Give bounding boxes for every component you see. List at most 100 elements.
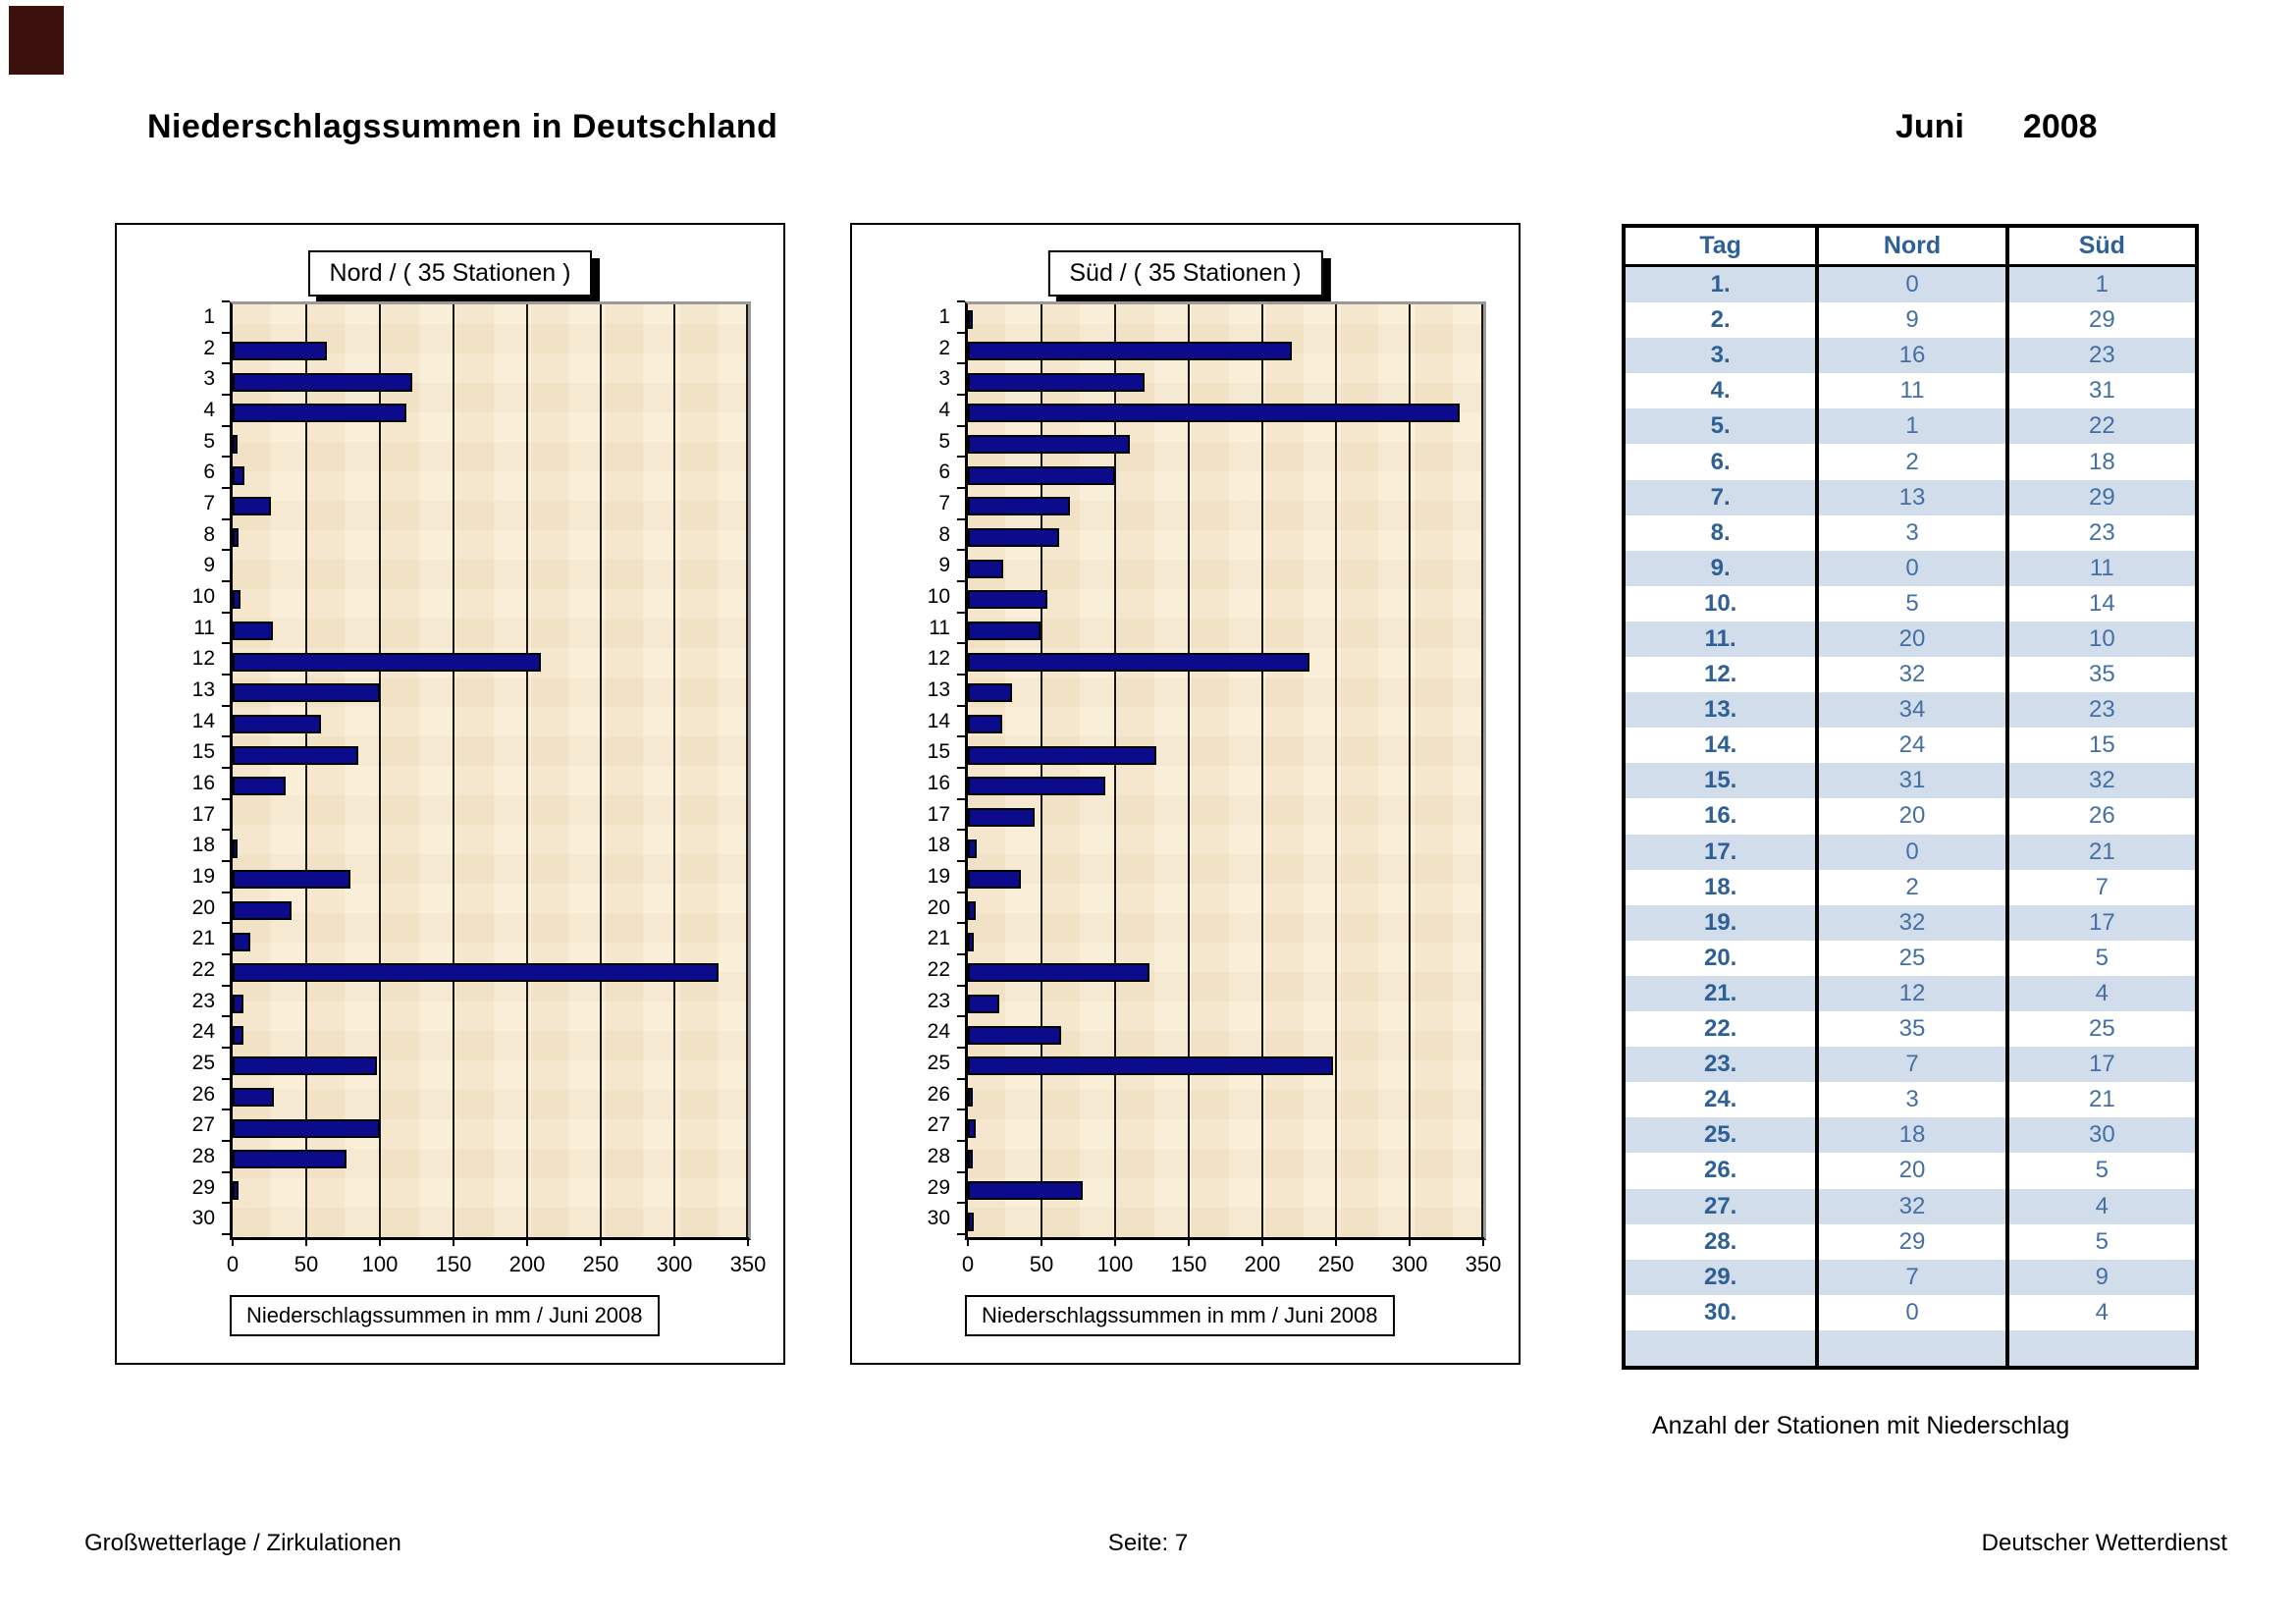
day-label: 4 [203,399,215,421]
x-axis-tick-label: 50 [294,1252,319,1276]
day-label: 19 [191,865,215,888]
table-nord-cell: 32 [1815,657,2004,693]
table-day-cell: 26. [1703,1157,1737,1184]
table-sud-cell: 26 [2004,798,2195,835]
bar [233,1025,243,1045]
x-axis-tick-label: 50 [1029,1252,1054,1276]
day-label: 26 [191,1082,215,1106]
x-axis-tick-label: 200 [508,1252,546,1276]
x-tick [526,1237,528,1246]
table-empty-cell [1815,1329,2005,1366]
bar [233,714,321,733]
table-sud-cell: 15 [2004,728,2195,764]
y-tick [957,1109,965,1111]
gridline [1261,304,1263,1237]
table-nord-cell: 16 [1815,338,2005,374]
day-label: 8 [203,522,215,546]
table-day-cell: 22. [1703,1015,1737,1043]
y-tick [957,1047,965,1049]
day-label: 25 [927,1052,950,1074]
y-tick [222,642,230,645]
x-tick [1188,1237,1190,1246]
x-tick [1041,1237,1042,1246]
table-nord-cell: 32 [1815,1188,2005,1224]
y-tick [222,362,230,365]
bar [233,404,406,423]
table-day-cell: 2. [1710,306,1731,334]
y-tick [957,424,965,427]
day-label: 1 [203,305,215,328]
table-day-cell: 16. [1703,802,1737,830]
bar [968,870,1021,890]
day-label: 15 [191,740,215,764]
table-day-cell: 28. [1703,1227,1737,1255]
y-tick [957,362,965,365]
x-axis-tick-label: 150 [1170,1252,1207,1276]
y-tick [222,1170,230,1173]
day-label: 29 [191,1175,215,1199]
table-day-cell: 19. [1626,904,1816,941]
day-label: 12 [191,647,215,671]
y-tick [957,456,965,459]
y-tick [222,829,230,832]
y-tick [222,860,230,862]
y-tick [222,580,230,582]
day-label: 23 [927,989,950,1012]
day-label: 5 [938,429,950,453]
gridline [746,304,748,1237]
y-tick [222,517,230,520]
x-axis-tick-label: 0 [961,1252,975,1276]
table-sud-cell: 5 [2004,1223,2195,1260]
table-nord-cell: 18 [1815,1117,2005,1154]
bar [233,1056,377,1076]
x-axis-tick-label: 350 [1465,1252,1502,1276]
footer-left: Großwetterlage / Zirkulationen [84,1530,401,1556]
x-tick [1482,1237,1484,1246]
table-day-cell: 4. [1710,377,1731,405]
table-nord-cell: 2 [1815,869,2004,905]
x-tick [967,1237,969,1246]
x-axis-tick-label: 250 [582,1252,619,1276]
y-tick [222,487,230,489]
table-sud-cell: 32 [2004,763,2195,799]
y-tick [957,704,965,707]
table-header-cell: Süd [2004,228,2195,267]
bar [233,994,243,1013]
day-label: 7 [203,492,215,514]
bar [968,621,1041,640]
y-tick [222,1202,230,1205]
day-label: 4 [938,399,950,421]
gridline [1114,304,1116,1237]
y-tick [957,1170,965,1173]
bar [233,683,380,703]
table-nord-cell: 2 [1815,444,2004,480]
plot-wrap [230,301,751,1240]
table-nord-cell: 13 [1815,479,2005,515]
year-label: 2008 [2022,108,2098,145]
y-tick [222,674,230,676]
y-tick [957,549,965,552]
table-day-cell: 23. [1626,1047,1816,1083]
day-label: 28 [191,1145,215,1167]
table-nord-cell: 0 [1815,834,2005,870]
table-nord-cell: 3 [1815,514,2004,551]
table-day-cell: 29. [1626,1259,1816,1295]
y-axis-day-labels: 1 2 3 4 5 6 7 8 9 10 11 12 13 14 15 16 17 18 19 20 21 22 23 24 2… [852,301,950,1234]
y-tick [222,1015,230,1018]
y-tick [222,1109,230,1111]
gridline [1335,304,1337,1237]
x-axis-tick-label: 0 [226,1252,240,1276]
day-label: 8 [938,522,950,546]
y-tick [957,797,965,800]
day-label: 7 [938,492,950,514]
y-tick [222,735,230,738]
table-day-cell: 8. [1710,518,1731,546]
bar [968,1118,976,1138]
y-tick [222,953,230,955]
bar [233,932,250,951]
table-nord-cell: 7 [1815,1259,2005,1295]
table-day-cell: 3. [1626,338,1816,374]
table-day-cell: 24. [1703,1086,1737,1113]
table-nord-cell: 31 [1815,763,2005,799]
y-tick [957,642,965,645]
